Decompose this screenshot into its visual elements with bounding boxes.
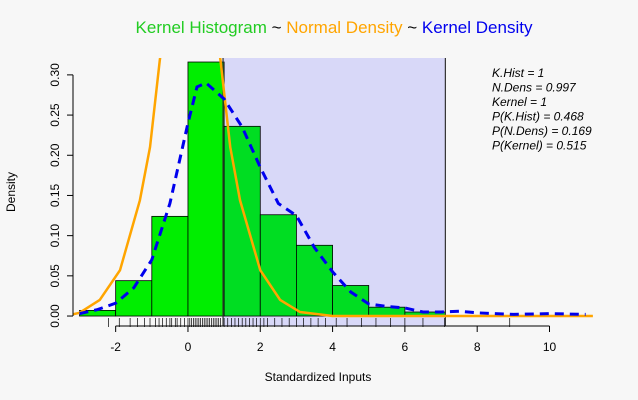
kernel-curve <box>79 81 586 316</box>
bar <box>151 215 189 317</box>
x-tick-label: 8 <box>474 340 481 354</box>
legend-text: N.Dens = 0.997 <box>492 81 577 95</box>
title-part: ~ <box>407 18 417 37</box>
normal-curve <box>73 58 593 318</box>
x-tick-label: 2 <box>257 340 264 354</box>
y-tick-label: 0.20 <box>48 143 62 167</box>
plot-area <box>73 58 593 326</box>
legend-text: P(K.Hist) = 0.468 <box>492 110 584 124</box>
legend-text: Kernel = 1 <box>492 95 547 109</box>
y-tick-label: 0.30 <box>48 63 62 87</box>
y-tick-label: 0.05 <box>48 264 62 288</box>
legend-text: P(Kernel) = 0.515 <box>492 139 587 153</box>
y-tick-label: 0.10 <box>48 224 62 248</box>
title-part: ~ <box>272 18 282 37</box>
x-tick-label: 0 <box>185 340 192 354</box>
x-tick-label: -2 <box>110 340 121 354</box>
y-tick-label: 0.25 <box>48 103 62 127</box>
bar <box>368 306 406 317</box>
title-part: Normal Density <box>286 18 403 37</box>
x-tick-label: 4 <box>329 340 336 354</box>
y-tick-label: 0.00 <box>48 304 62 328</box>
legend-text: K.Hist = 1 <box>492 66 544 80</box>
x-tick-label: 6 <box>402 340 409 354</box>
title-part: Kernel Histogram <box>136 18 267 37</box>
legend-text: P(N.Dens) = 0.169 <box>492 124 592 138</box>
chart-title: Kernel Histogram ~ Normal Density ~ Kern… <box>136 18 533 37</box>
title-part: Kernel Density <box>422 18 533 37</box>
bar <box>296 244 333 317</box>
x-axis-label: Standardized Inputs <box>265 370 372 384</box>
y-tick-label: 0.15 <box>48 183 62 207</box>
bar <box>223 125 261 317</box>
bar <box>259 214 297 317</box>
y-axis-label: Density <box>4 172 18 212</box>
x-tick-label: 10 <box>543 340 557 354</box>
